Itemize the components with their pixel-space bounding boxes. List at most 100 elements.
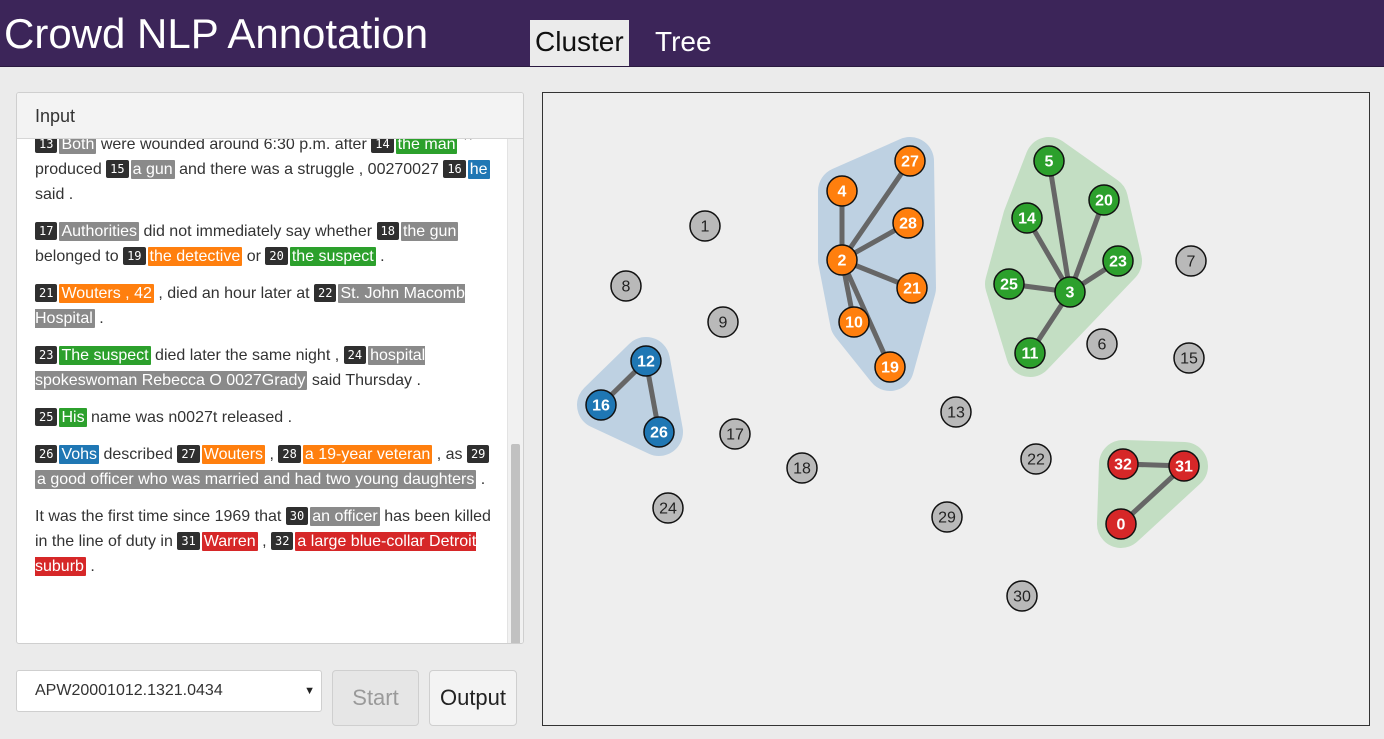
node-circle[interactable]: [585, 389, 617, 421]
graph-node-29[interactable]: 29: [931, 501, 963, 533]
node-circle[interactable]: [707, 306, 739, 338]
graph-node-21[interactable]: 21: [896, 272, 928, 304]
graph-node-32[interactable]: 32: [1107, 448, 1139, 480]
node-circle[interactable]: [894, 145, 926, 177]
graph-node-1[interactable]: 1: [689, 210, 721, 242]
graph-node-24[interactable]: 24: [652, 492, 684, 524]
node-circle[interactable]: [940, 396, 972, 428]
mention-id-badge: 26: [35, 445, 58, 463]
mention-span[interactable]: the gun: [400, 222, 459, 241]
node-circle[interactable]: [1173, 342, 1205, 374]
graph-node-30[interactable]: 30: [1006, 580, 1038, 612]
node-circle[interactable]: [874, 351, 906, 383]
node-circle[interactable]: [826, 244, 858, 276]
node-circle[interactable]: [1107, 448, 1139, 480]
graph-node-8[interactable]: 8: [610, 270, 642, 302]
node-circle[interactable]: [1020, 443, 1052, 475]
node-circle[interactable]: [1033, 145, 1065, 177]
node-circle[interactable]: [1088, 184, 1120, 216]
mention-span[interactable]: a gun: [130, 160, 175, 179]
mention-span[interactable]: Both: [59, 139, 97, 154]
node-circle[interactable]: [786, 452, 818, 484]
graph-node-11[interactable]: 11: [1014, 337, 1046, 369]
graph-node-10[interactable]: 10: [838, 306, 870, 338]
graph-node-0[interactable]: 0: [1105, 508, 1137, 540]
node-circle[interactable]: [1014, 337, 1046, 369]
graph-node-20[interactable]: 20: [1088, 184, 1120, 216]
plain-text: It was the first time since 1969 that: [35, 508, 286, 525]
mention-id-badge: 16: [443, 160, 466, 178]
mention-span[interactable]: His: [59, 408, 87, 427]
output-button[interactable]: Output: [429, 670, 517, 726]
graph-node-19[interactable]: 19: [874, 351, 906, 383]
graph-node-28[interactable]: 28: [892, 207, 924, 239]
mention-span[interactable]: an officer: [310, 507, 380, 526]
mention-span[interactable]: Warren: [201, 532, 258, 551]
mention-span[interactable]: the detective: [147, 247, 243, 266]
node-circle[interactable]: [896, 272, 928, 304]
graph-node-9[interactable]: 9: [707, 306, 739, 338]
graph-node-12[interactable]: 12: [630, 345, 662, 377]
node-circle[interactable]: [643, 416, 675, 448]
graph-node-5[interactable]: 5: [1033, 145, 1065, 177]
graph-node-27[interactable]: 27: [894, 145, 926, 177]
graph-node-6[interactable]: 6: [1086, 328, 1118, 360]
node-circle[interactable]: [1086, 328, 1118, 360]
node-circle[interactable]: [630, 345, 662, 377]
graph-node-22[interactable]: 22: [1020, 443, 1052, 475]
start-button[interactable]: Start: [332, 670, 419, 726]
mention-span[interactable]: a good officer who was married and had t…: [35, 470, 477, 489]
node-circle[interactable]: [931, 501, 963, 533]
mention-span[interactable]: he: [467, 160, 490, 179]
graph-node-18[interactable]: 18: [786, 452, 818, 484]
graph-node-25[interactable]: 25: [993, 268, 1025, 300]
node-circle[interactable]: [1054, 276, 1086, 308]
graph-node-16[interactable]: 16: [585, 389, 617, 421]
graph-node-14[interactable]: 14: [1011, 202, 1043, 234]
graph-node-7[interactable]: 7: [1175, 245, 1207, 277]
mention-span[interactable]: a 19-year veteran: [302, 445, 433, 464]
node-circle[interactable]: [652, 492, 684, 524]
graph-node-26[interactable]: 26: [643, 416, 675, 448]
tab-tree[interactable]: Tree: [655, 26, 712, 57]
graph-node-2[interactable]: 2: [826, 244, 858, 276]
graph-node-23[interactable]: 23: [1102, 245, 1134, 277]
graph-node-4[interactable]: 4: [826, 175, 858, 207]
cluster-graph-panel[interactable]: 27 4 28 2 21 10 19 5 14 20 23 25 3 11 12 16 26 32 31 0 1 8 9 7 6…: [542, 92, 1370, 726]
plain-text: described: [99, 446, 178, 463]
mention-span[interactable]: Vohs: [59, 445, 100, 464]
node-circle[interactable]: [838, 306, 870, 338]
mention-span[interactable]: the suspect: [289, 247, 376, 266]
node-circle[interactable]: [993, 268, 1025, 300]
node-circle[interactable]: [610, 270, 642, 302]
node-label: 27: [901, 154, 919, 171]
mention-span[interactable]: Wouters , 42: [59, 284, 154, 303]
mention-span[interactable]: Authorities: [59, 222, 140, 241]
node-circle[interactable]: [1175, 245, 1207, 277]
node-circle[interactable]: [1006, 580, 1038, 612]
graph-node-13[interactable]: 13: [940, 396, 972, 428]
input-paragraph: 17 Authorities did not immediately say wh…: [35, 219, 492, 269]
graph-node-15[interactable]: 15: [1173, 342, 1205, 374]
node-circle[interactable]: [719, 418, 751, 450]
node-circle[interactable]: [1011, 202, 1043, 234]
node-label: 20: [1095, 193, 1113, 210]
tab-cluster[interactable]: Cluster: [530, 20, 629, 66]
node-circle[interactable]: [1168, 450, 1200, 482]
node-circle[interactable]: [826, 175, 858, 207]
node-circle[interactable]: [689, 210, 721, 242]
node-circle[interactable]: [1105, 508, 1137, 540]
node-circle[interactable]: [1102, 245, 1134, 277]
document-select[interactable]: APW20001012.1321.0434 ▼: [16, 670, 322, 712]
node-circle[interactable]: [892, 207, 924, 239]
node-label: 32: [1114, 457, 1132, 474]
mention-span[interactable]: the man: [395, 139, 458, 154]
graph-node-17[interactable]: 17: [719, 418, 751, 450]
graph-node-31[interactable]: 31: [1168, 450, 1200, 482]
scrollbar-thumb[interactable]: [511, 444, 520, 643]
mention-span[interactable]: Wouters: [201, 445, 266, 464]
graph-node-3[interactable]: 3: [1054, 276, 1086, 308]
mention-span[interactable]: The suspect: [59, 346, 151, 365]
input-scrollbar[interactable]: [507, 139, 523, 643]
